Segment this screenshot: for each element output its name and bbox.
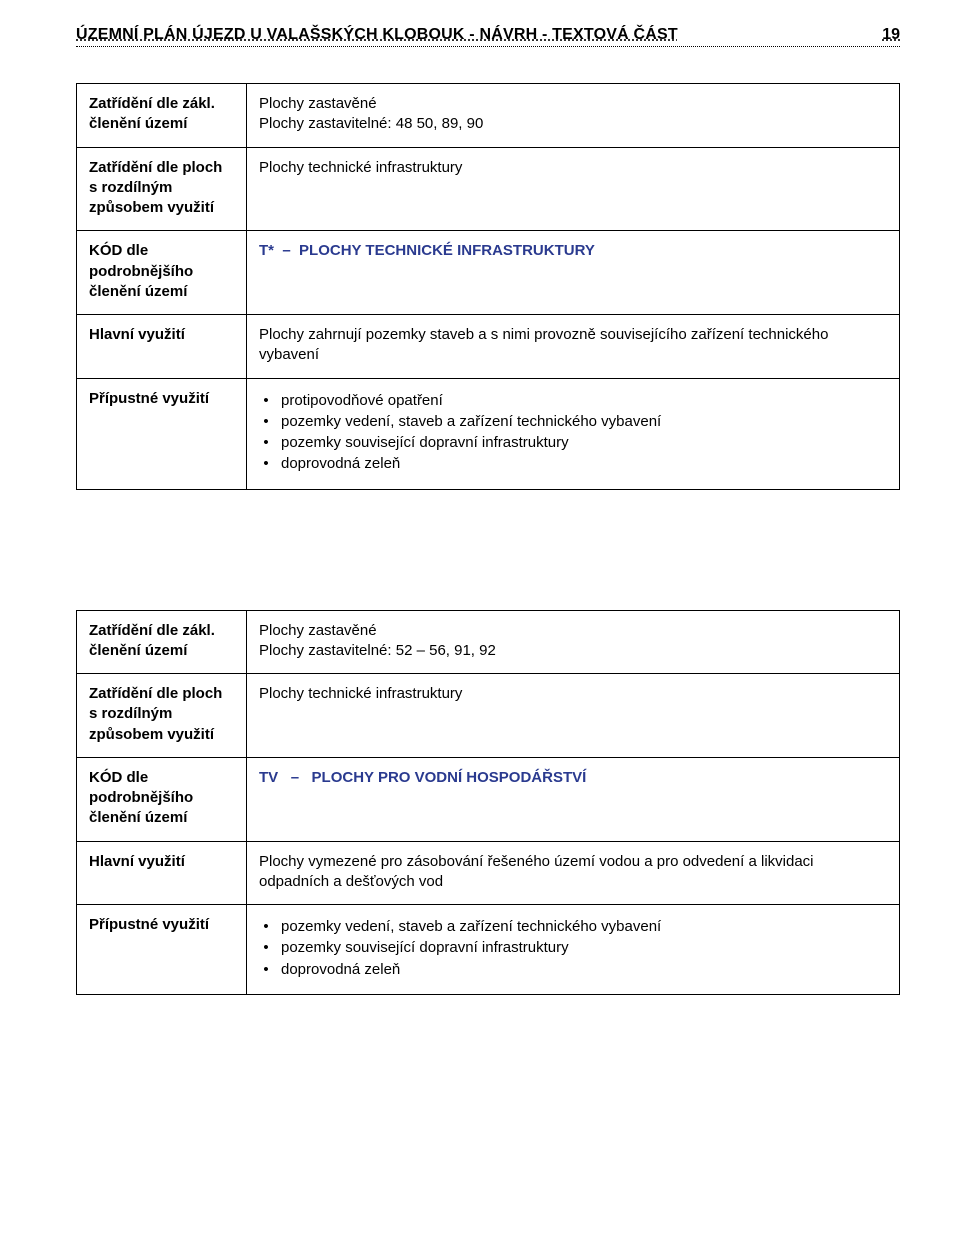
block-2: Zatřídění dle zákl. členění území Plochy…: [76, 610, 900, 995]
code-sep: –: [291, 769, 299, 786]
code-text: PLOCHY TECHNICKÉ INFRASTRUKTURY: [299, 242, 595, 259]
value: Plochy technické infrastruktury: [259, 159, 462, 176]
code-line: TV – PLOCHY PRO VODNÍ HOSPODÁŘSTVÍ: [259, 769, 586, 786]
row-zatrideni-zakl: Zatřídění dle zákl. členění území Plochy…: [77, 84, 900, 148]
label: podrobnějšího: [89, 263, 193, 280]
block-1: Zatřídění dle zákl. členění území Plochy…: [76, 83, 900, 490]
label: způsobem využití: [89, 726, 214, 743]
code: TV: [259, 769, 278, 786]
label: členění území: [89, 283, 187, 300]
pripustne-list: pozemky vedení, staveb a zařízení techni…: [277, 917, 887, 980]
label: Hlavní využití: [89, 326, 185, 343]
value: Plochy vymezené pro zásobování řešeného …: [259, 853, 814, 890]
value: Plochy technické infrastruktury: [259, 685, 462, 702]
row-hlavni: Hlavní využití Plochy zahrnují pozemky s…: [77, 315, 900, 379]
label: KÓD dle: [89, 242, 148, 259]
label: členění území: [89, 809, 187, 826]
value: Plochy zastavěné: [259, 622, 377, 639]
code-line: T* – PLOCHY TECHNICKÉ INFRASTRUKTURY: [259, 242, 595, 259]
label: Zatřídění dle zákl.: [89, 622, 215, 639]
row-pripustne: Přípustné využití protipovodňové opatřen…: [77, 378, 900, 489]
row-kod: KÓD dle podrobnějšího členění území T* –…: [77, 231, 900, 315]
list-item: pozemky vedení, staveb a zařízení techni…: [277, 917, 887, 937]
row-zatrideni-zakl: Zatřídění dle zákl. členění území Plochy…: [77, 610, 900, 674]
label: členění území: [89, 642, 187, 659]
code: T*: [259, 242, 274, 259]
list-item: pozemky související dopravní infrastrukt…: [277, 938, 887, 958]
value: Plochy zastavěné: [259, 95, 377, 112]
row-hlavni: Hlavní využití Plochy vymezené pro zásob…: [77, 841, 900, 905]
label: s rozdílným: [89, 705, 172, 722]
label: Přípustné využití: [89, 390, 209, 407]
list-item: pozemky související dopravní infrastrukt…: [277, 433, 887, 453]
row-zatrideni-ploch: Zatřídění dle ploch s rozdílným způsobem…: [77, 147, 900, 231]
label: Hlavní využití: [89, 853, 185, 870]
code-text: PLOCHY PRO VODNÍ HOSPODÁŘSTVÍ: [312, 769, 587, 786]
row-kod: KÓD dle podrobnějšího členění území TV –…: [77, 757, 900, 841]
list-item: protipovodňové opatření: [277, 391, 887, 411]
header-title: ÚZEMNÍ PLÁN ÚJEZD U VALAŠSKÝCH KLOBOUK -…: [76, 26, 678, 44]
code-sep: –: [282, 242, 290, 259]
label: s rozdílným: [89, 179, 172, 196]
page-header: ÚZEMNÍ PLÁN ÚJEZD U VALAŠSKÝCH KLOBOUK -…: [76, 26, 900, 47]
label: KÓD dle: [89, 769, 148, 786]
page-number: 19: [882, 26, 900, 44]
label: Přípustné využití: [89, 916, 209, 933]
label: členění území: [89, 115, 187, 132]
pripustne-list: protipovodňové opatření pozemky vedení, …: [277, 391, 887, 475]
page: ÚZEMNÍ PLÁN ÚJEZD U VALAŠSKÝCH KLOBOUK -…: [0, 0, 960, 1234]
list-item: doprovodná zeleň: [277, 454, 887, 474]
label: podrobnějšího: [89, 789, 193, 806]
row-pripustne: Přípustné využití pozemky vedení, staveb…: [77, 905, 900, 995]
label: Zatřídění dle ploch: [89, 685, 222, 702]
label: Zatřídění dle zákl.: [89, 95, 215, 112]
list-item: pozemky vedení, staveb a zařízení techni…: [277, 412, 887, 432]
label: způsobem využití: [89, 199, 214, 216]
list-item: doprovodná zeleň: [277, 960, 887, 980]
row-zatrideni-ploch: Zatřídění dle ploch s rozdílným způsobem…: [77, 674, 900, 758]
label: Zatřídění dle ploch: [89, 159, 222, 176]
value: Plochy zastavitelné: 52 – 56, 91, 92: [259, 642, 496, 659]
value: Plochy zastavitelné: 48 50, 89, 90: [259, 115, 483, 132]
value: Plochy zahrnují pozemky staveb a s nimi …: [259, 326, 828, 363]
